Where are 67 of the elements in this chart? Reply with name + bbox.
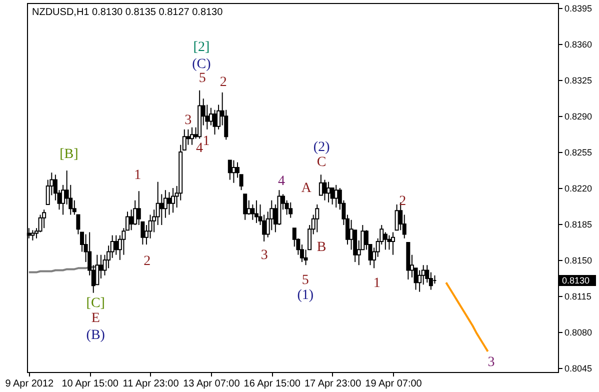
annotation: [B] [60,147,78,162]
annotation: 1 [134,168,142,183]
candlestick [394,204,399,231]
y-tick-label: 0.8045 [564,363,592,374]
annotation: 2 [144,254,151,269]
candlestick [391,232,396,256]
x-tick-label: 17 Apr 23:00 [304,378,362,390]
annotation: (C) [192,57,212,72]
annotation: C [316,155,326,170]
candlestick [254,200,258,224]
annotation: 4 [196,141,204,156]
y-tick-label: 0.8185 [564,219,592,230]
y-tick-label: 0.8080 [564,327,592,338]
candlestick [160,194,164,226]
candlestick [250,204,255,220]
annotation: (1) [297,288,314,303]
candlestick [232,160,236,184]
y-tick-label: 0.8115 [564,291,592,302]
annotation: 4 [278,174,286,189]
x-tick-label: 19 Apr 07:00 [365,378,422,390]
y-tick-label: 0.8255 [564,148,592,158]
annotation: [C] [86,296,105,311]
candlestick [383,232,388,250]
y-tick-label: 0.8150 [564,255,592,266]
candlestick [326,181,331,203]
annotation: [2] [193,40,210,55]
annotation: 3 [488,355,495,370]
candlestick [315,204,320,233]
candlestick [322,179,327,201]
y-tick-label: 0.8395 [564,4,592,14]
annotation: 3 [260,248,268,263]
x-tick-label: 11 Apr 23:00 [122,378,180,390]
candlestick [243,194,248,220]
annotation: 1 [202,134,210,149]
candlestick [212,109,217,136]
y-tick-label: 0.8220 [564,184,592,194]
candlestick [228,160,232,180]
ref-line-label: 0.8130 [562,276,590,286]
candlestick [387,234,392,250]
annotation: E [91,311,100,326]
annotation: 1 [373,276,380,291]
candlestick [30,230,35,241]
candlestick [288,202,293,218]
line-series [445,282,489,352]
x-tick-label: 10 Apr 15:00 [62,378,119,390]
candlestick [334,184,338,208]
y-tick-label: 0.8290 [564,112,592,122]
candlestick [190,126,194,146]
annotation: A [301,181,312,196]
annotation: 5 [198,71,206,86]
candlestick [42,209,46,229]
x-tick-label: 16 Apr 15:00 [244,378,301,390]
annotation: 2 [399,194,406,209]
candlestick [171,188,176,214]
candlestick [167,192,172,216]
annotation: (2) [313,140,330,155]
candlestick [114,234,118,256]
annotation: B [316,240,326,255]
y-tick-label: 0.8360 [564,40,592,50]
y-tick-label: 0.8325 [564,76,592,86]
x-tick-label: 9 Apr 2012 [5,378,54,390]
annotation: 5 [302,273,309,288]
annotation: 3 [184,113,192,128]
annotation: (B) [86,328,106,343]
x-tick-label: 13 Apr 07:00 [183,378,240,390]
annotation: 2 [220,75,227,90]
chart-title: NZDUSD,H1 0.8130 0.8135 0.8127 0.8130 [32,7,224,18]
